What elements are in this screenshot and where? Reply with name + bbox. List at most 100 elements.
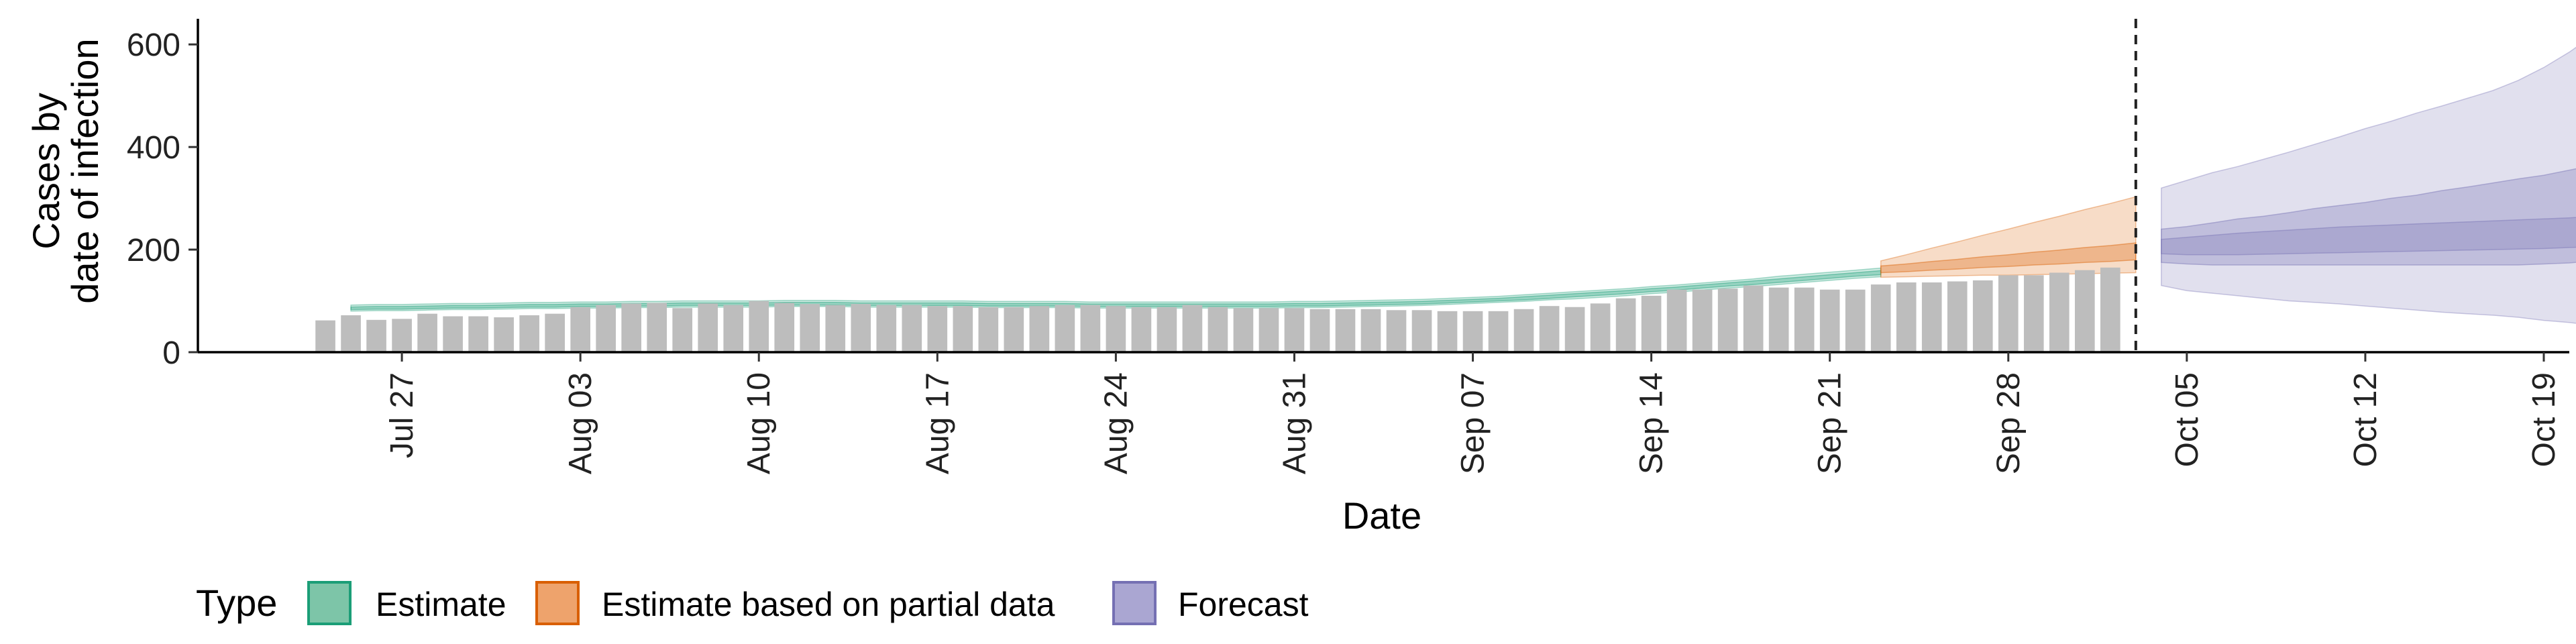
case-bar [851,304,871,352]
legend-swatch-forecast [1112,581,1157,625]
x-tick-label: Aug 10 [741,372,777,474]
case-bar [1233,308,1254,352]
case-bar [1819,289,1840,352]
case-bar [1666,289,1687,352]
case-bar [927,306,948,352]
tick-labels: 0 200 400 600 Jul 27 Aug 03 Aug 10 Aug 17 Aug 24… [127,28,2562,474]
x-tick-label: Sep 28 [1991,372,2027,474]
case-bar [1641,295,1662,352]
case-bar [1743,285,1764,352]
case-bar [1335,309,1356,352]
case-bar [1794,287,1815,352]
case-bar [1564,307,1585,352]
case-bar [1055,305,1075,352]
y-tick-label: 0 [162,335,180,371]
axes [189,19,2569,362]
case-bar [723,305,744,352]
case-bar [494,317,514,352]
case-bar [1411,310,1432,352]
case-bar [596,305,616,352]
legend-swatch-partial [535,581,580,625]
case-bar [698,303,718,352]
case-bar [749,301,769,352]
case-bar [1972,280,1993,352]
case-bar [1462,311,1483,352]
case-bar [647,303,667,352]
case-bar [1615,298,1636,352]
case-bar [1768,287,1789,352]
legend-title: Type [196,582,277,624]
x-tick-label: Oct 19 [2526,372,2562,467]
x-tick-label: Sep 21 [1813,372,1848,474]
case-bar [545,313,565,352]
case-bar [2023,275,2044,352]
forecast-inner-band [2161,168,2576,266]
case-bar [1921,282,1942,352]
case-bar [443,316,463,352]
case-bar [1258,308,1279,352]
case-bars [315,267,2121,352]
legend-label-forecast: Forecast [1178,586,1309,623]
legend-label-partial: Estimate based on partial data [602,586,1055,623]
case-bar [1004,307,1024,352]
case-bar [1284,308,1305,352]
legend-label-estimate: Estimate [376,586,506,623]
partial-inner-band [1880,242,2137,274]
case-bar [876,305,897,352]
case-bar [1539,306,1560,352]
case-bar [1131,307,1152,352]
case-bar [417,313,437,352]
case-bar [978,307,999,352]
case-bar [774,303,795,352]
case-bar [1488,311,1509,352]
case-bar [570,307,590,352]
x-tick-label: Jul 27 [384,372,420,458]
y-tick-label: 600 [127,28,180,63]
case-bar [1513,309,1534,352]
x-tick-label: Oct 05 [2169,372,2205,467]
case-bar [1590,303,1611,352]
case-bar [1717,288,1738,352]
legend-swatch-estimate [307,581,352,625]
y-axis-title-line-1: Cases by [25,93,67,249]
case-bar [1998,275,2019,352]
case-bar [902,305,922,352]
x-tick-label: Aug 31 [1277,372,1312,474]
x-tick-label: Oct 12 [2348,372,2383,467]
case-bar [1029,306,1050,352]
uncertainty-bands [350,46,2576,324]
case-bar [1386,310,1407,352]
case-bar [366,319,386,352]
case-bar [2049,272,2070,352]
y-axis-title: Cases by date of infection [25,38,106,303]
case-bar [825,305,846,352]
case-bar [800,304,820,352]
case-bar [1437,311,1458,352]
x-tick-label: Aug 17 [920,372,955,474]
case-bar [953,306,973,352]
y-axis-title-line-2: date of infection [64,38,106,303]
y-tick-label: 400 [127,130,180,166]
x-tick-label: Sep 07 [1456,372,1491,474]
x-tick-label: Aug 24 [1098,372,1134,474]
case-bar [1208,307,1228,352]
legend: Type Estimate Estimate based on partial … [196,581,1309,625]
case-bar [519,315,539,352]
case-bar [2074,270,2095,352]
case-bar [1845,289,1866,352]
case-bar [1080,305,1101,352]
x-tick-label: Aug 03 [563,372,598,474]
case-bar [315,320,335,352]
x-axis-title: Date [1342,494,1421,537]
case-bar [468,316,488,352]
case-bar [1870,284,1891,352]
case-bar [1309,309,1330,352]
case-bar [1947,281,1968,352]
case-bar [621,303,642,352]
y-tick-label: 200 [127,233,180,268]
case-bar [672,308,693,352]
case-bar [1182,305,1203,352]
case-bar [1106,306,1126,352]
forecast-median-band [2161,217,2576,256]
